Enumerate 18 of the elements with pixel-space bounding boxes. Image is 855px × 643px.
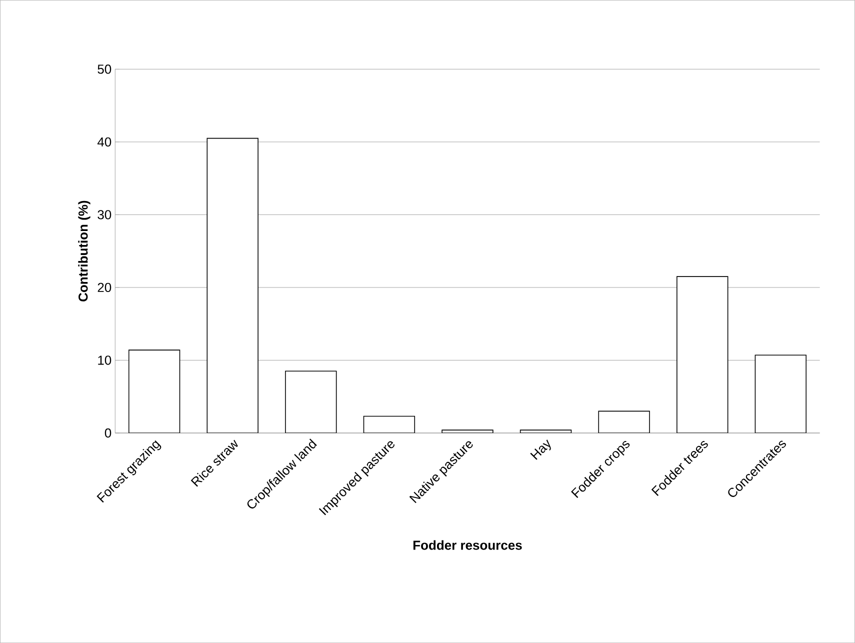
bar	[363, 416, 416, 433]
bar	[754, 354, 807, 433]
bar	[676, 276, 728, 433]
y-axis-title: Contribution (%)	[78, 200, 90, 302]
y-tick-label: 40	[97, 137, 112, 146]
bar	[128, 350, 180, 433]
bar	[206, 138, 258, 433]
bar	[598, 410, 650, 433]
y-tick-label: 20	[98, 282, 112, 292]
y-tick-label: 10	[98, 356, 112, 365]
y-tick-label: 30	[98, 210, 112, 220]
y-tick-label: 50	[98, 64, 112, 74]
y-tick-label: 0	[104, 428, 112, 438]
x-tick-label: Hay	[530, 439, 551, 460]
x-axis-title: Fodder resources	[413, 540, 522, 550]
bar	[442, 430, 494, 433]
bar	[520, 430, 572, 433]
bar	[285, 370, 337, 433]
